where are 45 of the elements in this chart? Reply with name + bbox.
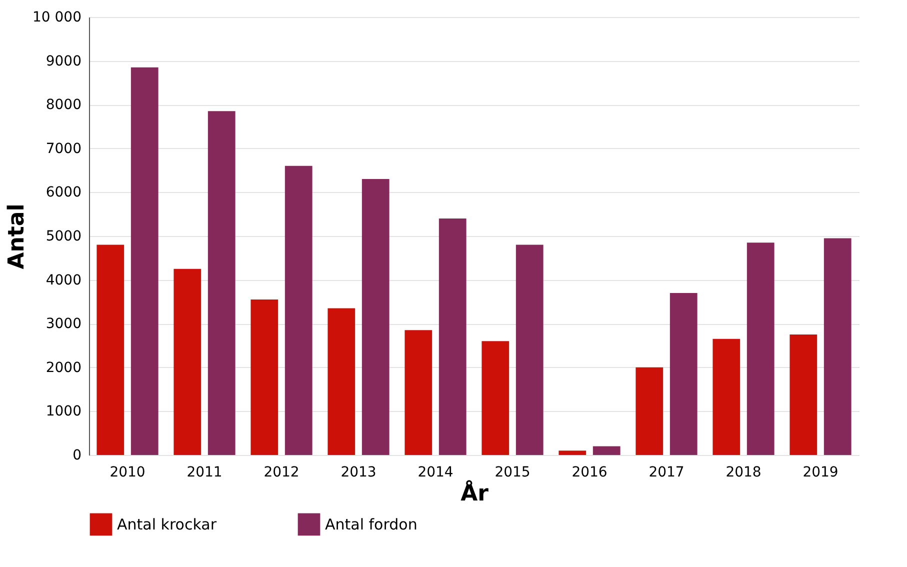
bar [250,300,278,455]
y-tick-label: 7000 [46,140,82,157]
x-tick-label: 2016 [572,464,608,480]
bar [130,67,158,455]
x-tick-label: 2013 [340,464,376,480]
y-tick-label: 3000 [46,316,82,332]
bar [746,242,774,455]
x-tick-label: 2014 [418,464,454,480]
y-tick-label: 4000 [46,272,82,288]
bar [362,179,390,455]
x-tick-label: 2011 [186,464,222,480]
bar [208,111,236,455]
bar [790,334,818,455]
bar [328,308,356,455]
bar [592,446,620,455]
y-tick-label: 6000 [46,184,82,201]
y-tick-label: 1000 [46,404,82,420]
x-tick-label: 2010 [110,464,146,480]
legend-label: Antal fordon [325,515,418,534]
bar [404,330,432,455]
legend-label: Antal krockar [117,515,218,534]
y-tick-label: 9000 [46,53,82,70]
y-tick-label: 2000 [46,360,82,376]
x-tick-label: 2018 [726,464,762,480]
x-tick-label: 2015 [494,464,530,480]
bar [482,341,510,455]
bar [824,238,852,455]
bar [670,292,698,455]
bar [558,450,586,455]
bar [636,367,664,455]
y-tick-label: 10 000 [32,10,82,26]
y-axis-title: Antal [4,204,30,270]
bar [712,338,740,455]
bar [438,218,466,455]
bar [516,244,544,455]
bar [284,166,312,455]
bar [174,268,202,455]
x-axis-title: År [460,480,489,506]
y-tick-label: 0 [72,448,82,464]
x-tick-label: 2012 [264,464,300,480]
y-tick-label: 8000 [46,97,82,114]
x-tick-label: 2017 [648,464,684,480]
y-tick-label: 5000 [46,228,82,244]
bar [96,244,124,455]
x-tick-label: 2019 [802,464,838,480]
